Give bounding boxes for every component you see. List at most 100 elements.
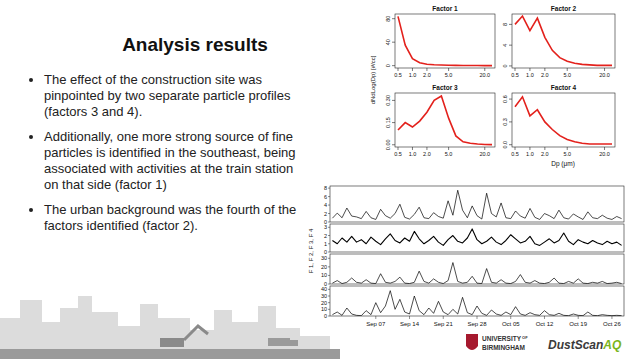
tick-label: 20 [321,300,327,306]
tick-label: 2.0 [541,72,549,78]
panel-title: Factor 2 [551,5,577,12]
tick [392,100,395,101]
frame [395,14,495,68]
tick [443,316,444,319]
tick-label: 5.0 [445,151,453,157]
tick-label: 2.0 [423,72,431,78]
tick-label: Sep 14 [400,321,420,327]
excavator-arm [184,326,208,340]
tick-label: 0 [324,249,327,255]
lines [332,190,621,219]
frame [330,254,624,284]
tick [448,147,449,150]
tick [544,68,545,71]
tick [392,42,395,43]
tick [328,235,330,236]
tick [510,316,511,319]
bullet: Additionally, one more strong source of … [44,129,306,193]
tick-label: 4 [502,44,508,47]
tick-label: 0.6 [502,95,508,103]
tick [328,284,330,285]
tick-label: 0 [502,64,508,67]
series-panel: 0102030 [321,254,624,287]
tick-label: 20.0 [599,72,610,78]
ground [0,349,340,359]
frame [512,93,615,147]
tick [578,316,579,319]
series-line [332,263,621,284]
tick-label: 20 [321,264,327,270]
tick [328,188,330,189]
tick [611,316,612,319]
frame [330,286,624,316]
tick [412,68,413,71]
tick [328,289,330,290]
axis-title: F 1, F 2, F 3, F 4 [308,228,314,273]
tick [328,275,330,276]
tick [567,147,568,150]
tick-label: 0 [385,64,391,67]
tick-label: 10 [321,272,327,278]
tick-label: 0.5 [511,72,519,78]
lines [398,96,492,145]
tick [328,302,330,303]
truck-cab [290,340,298,346]
bullet: The effect of the construction site was … [44,72,306,120]
tick [515,68,516,71]
tick-label: 80 [385,16,391,22]
lines [515,16,612,65]
series-line [332,229,621,245]
tick [328,266,330,267]
tick-label: 8 [324,185,327,191]
tick-label: 0 [324,313,327,319]
tick-label: 40 [385,39,391,45]
tick [328,213,330,214]
profile-panel: Factor 40.00.30.60.51.02.05.020.0 [502,84,615,157]
tick-label: 1.0 [526,72,534,78]
tick [426,147,427,150]
tick-label: 5.0 [563,151,571,157]
tick [398,147,399,150]
excavator-body [160,338,184,347]
tick [509,144,512,145]
profile-line [398,16,492,65]
tick [509,99,512,100]
series-line [332,291,621,316]
tick-label: 4 [324,202,327,208]
tick [328,205,330,206]
tick [509,24,512,25]
series-panel: 0123 [324,224,624,255]
tick-label: 0.5 [511,151,519,157]
tick [328,243,330,244]
tick [392,122,395,123]
uob-shield [466,334,478,350]
series-panel: 010203040 [321,286,624,319]
tick [509,65,512,66]
profile-line [515,16,612,65]
tick-label: 0.5 [394,72,402,78]
tick-label: 1.0 [409,151,417,157]
bullet: The urban background was the fourth of t… [44,202,306,234]
axis-title: Dp (μm) [551,160,575,168]
tick [544,147,545,150]
frame [512,14,615,68]
uob-name: BIRMINGHAM [482,344,525,351]
tick [509,45,512,46]
brand-word: AQ [602,338,622,352]
tick [328,252,330,253]
frame [395,93,495,147]
slide: Analysis results The effect of the const… [0,0,638,359]
tick [412,147,413,150]
tick-label: 20.0 [599,151,610,157]
tick-label: 40 [321,286,327,292]
tick-label: Oct 26 [603,321,621,327]
skyline [0,296,340,359]
tick [392,65,395,66]
tick-label: 1 [324,241,327,247]
tick-label: 2.0 [541,151,549,157]
tick-label: 30 [321,255,327,261]
tick [484,147,485,150]
tick-label: 8 [502,23,508,26]
bullet-list: The effect of the construction site was … [26,72,306,243]
tick [515,147,516,150]
